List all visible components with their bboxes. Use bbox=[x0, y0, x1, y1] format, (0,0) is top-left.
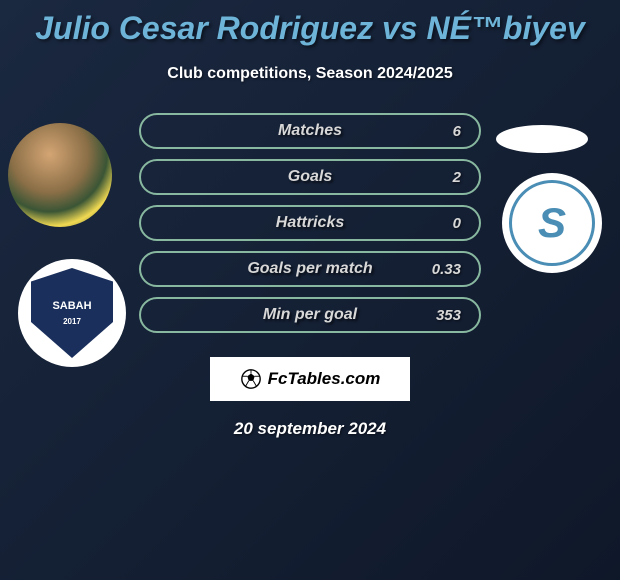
club-left-name: SABAH bbox=[52, 300, 91, 313]
stat-label: Matches bbox=[278, 122, 342, 140]
branding-box: FcTables.com bbox=[210, 357, 410, 401]
stat-row-mpg: Min per goal 353 bbox=[139, 297, 481, 333]
club-right-ring: S bbox=[509, 180, 595, 266]
comparison-title: Julio Cesar Rodriguez vs NÉ™biyev bbox=[0, 0, 620, 47]
stat-row-hattricks: Hattricks 0 bbox=[139, 205, 481, 241]
shield-icon: SABAH 2017 bbox=[31, 268, 113, 358]
stats-container: Matches 6 Goals 2 Hattricks 0 Goals per … bbox=[139, 113, 481, 333]
comparison-subtitle: Club competitions, Season 2024/2025 bbox=[0, 65, 620, 83]
player-avatar-right bbox=[496, 125, 588, 153]
club-badge-right: S bbox=[502, 173, 602, 273]
club-badge-left: SABAH 2017 bbox=[18, 259, 126, 367]
stat-value: 2 bbox=[453, 169, 461, 186]
branding-text: FcTables.com bbox=[268, 369, 381, 389]
club-left-year: 2017 bbox=[63, 317, 81, 326]
stat-value: 0.33 bbox=[432, 261, 461, 278]
stat-label: Min per goal bbox=[263, 306, 357, 324]
player-avatar-left bbox=[8, 123, 112, 227]
content-area: SABAH 2017 S Matches 6 Goals 2 Hattricks… bbox=[0, 113, 620, 439]
stat-row-matches: Matches 6 bbox=[139, 113, 481, 149]
stat-label: Goals per match bbox=[247, 260, 372, 278]
stat-row-gpm: Goals per match 0.33 bbox=[139, 251, 481, 287]
stat-row-goals: Goals 2 bbox=[139, 159, 481, 195]
stat-label: Goals bbox=[288, 168, 332, 186]
soccer-ball-icon bbox=[240, 368, 262, 390]
stat-value: 6 bbox=[453, 123, 461, 140]
stat-value: 353 bbox=[436, 307, 461, 324]
stat-label: Hattricks bbox=[276, 214, 344, 232]
date-label: 20 september 2024 bbox=[0, 419, 620, 439]
stat-value: 0 bbox=[453, 215, 461, 232]
club-right-letter: S bbox=[538, 199, 566, 247]
